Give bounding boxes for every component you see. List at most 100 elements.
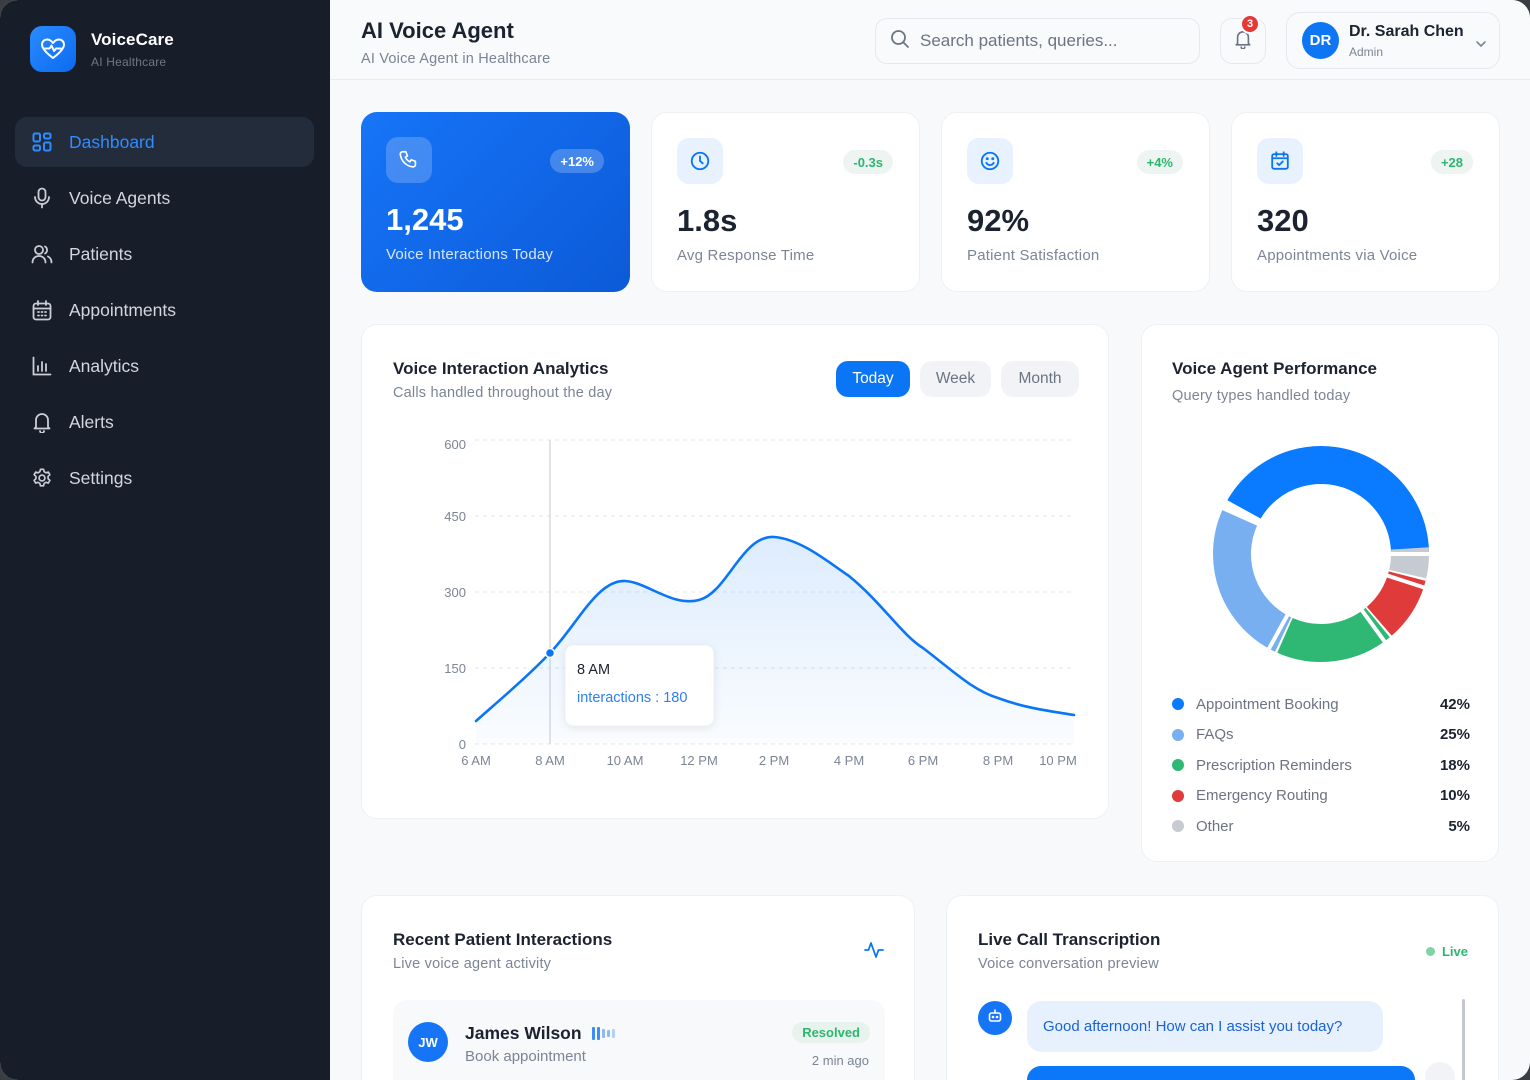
status-badge: Resolved (792, 1022, 870, 1043)
stat-card-response-time: -0.3s 1.8s Avg Response Time (651, 112, 920, 292)
users-icon (31, 243, 53, 265)
smile-icon (967, 138, 1013, 184)
area-chart[interactable]: 600 450 300 150 0 6 AM 8 AM 10 AM 12 PM … (362, 325, 1110, 820)
legend-dot-icon (1172, 698, 1184, 711)
user-menu[interactable]: DR Dr. Sarah Chen Admin (1286, 12, 1500, 69)
trend-badge: +4% (1136, 150, 1183, 174)
search-icon (890, 29, 910, 54)
card-title: Voice Interaction Analytics (393, 359, 609, 378)
sidebar-item-label: Voice Agents (69, 187, 171, 208)
tab-week[interactable]: Week (920, 361, 991, 397)
donut-chart[interactable] (1142, 325, 1500, 685)
sidebar-item-alerts[interactable]: Alerts (15, 397, 314, 447)
sidebar-item-patients[interactable]: Patients (15, 229, 314, 279)
tab-today[interactable]: Today (836, 361, 910, 397)
stat-value: 1.8s (677, 203, 738, 238)
stat-label: Patient Satisfaction (967, 247, 1100, 264)
svg-text:8 PM: 8 PM (983, 753, 1013, 768)
stat-card-satisfaction: +4% 92% Patient Satisfaction (941, 112, 1210, 292)
legend-item: Prescription Reminders 18% (1172, 750, 1470, 781)
interaction-list-item[interactable]: JW James Wilson Book appointment Resolve… (393, 1000, 885, 1080)
svg-text:12 PM: 12 PM (680, 753, 718, 768)
stat-value: 320 (1257, 203, 1309, 238)
voice-waveform-icon (592, 1027, 615, 1040)
microphone-icon (31, 187, 53, 209)
bot-avatar (978, 1001, 1012, 1035)
legend-item: Other 5% (1172, 811, 1470, 842)
topbar: AI Voice Agent AI Voice Agent in Healthc… (330, 0, 1530, 80)
sidebar-item-label: Appointments (69, 299, 177, 320)
donut-legend: Appointment Booking 42% FAQs 25% Prescri… (1172, 689, 1470, 842)
user-role: Admin (1349, 44, 1384, 59)
user-name: Dr. Sarah Chen (1349, 22, 1464, 40)
bell-icon (31, 411, 53, 433)
tooltip-label: 8 AM (577, 662, 610, 678)
card-subtitle: Live voice agent activity (393, 956, 552, 972)
live-status-badge: Live (1425, 944, 1468, 959)
gear-icon (31, 467, 53, 489)
slice-prescription-reminders (1213, 446, 1429, 662)
tooltip-value: interactions : 180 (577, 690, 687, 706)
line-series-interactions (474, 535, 1076, 723)
sidebar-item-analytics[interactable]: Analytics (15, 341, 314, 391)
search-input[interactable] (920, 31, 1180, 51)
card-subtitle: Calls handled throughout the day (393, 385, 613, 401)
search-box[interactable] (875, 18, 1200, 64)
tab-month[interactable]: Month (1001, 361, 1079, 397)
legend-item: Emergency Routing 10% (1172, 781, 1470, 812)
avatar: JW (408, 1022, 448, 1062)
trend-badge: +28 (1430, 150, 1473, 174)
sidebar-item-label: Alerts (69, 411, 114, 432)
timestamp: 2 min ago (811, 1053, 869, 1068)
phone-icon (386, 137, 432, 183)
bot-message-bubble: Good afternoon! How can I assist you tod… (1027, 1001, 1383, 1052)
card-subtitle: Voice conversation preview (978, 956, 1159, 972)
stat-value: 1,245 (386, 202, 464, 237)
data-point-8am (544, 647, 556, 659)
page-subtitle: AI Voice Agent in Healthcare (361, 51, 551, 67)
notification-count-badge: 3 (1240, 14, 1260, 34)
chevron-down-icon (1475, 35, 1487, 53)
stat-label: Avg Response Time (677, 247, 815, 264)
dashboard-grid-icon (31, 131, 53, 153)
stat-card-appointments: +28 320 Appointments via Voice (1231, 112, 1500, 292)
sidebar-item-label: Settings (69, 467, 133, 488)
sidebar-nav: Dashboard Voice Agents Patients Appointm… (15, 117, 314, 509)
activity-pulse-icon (864, 940, 884, 965)
live-dot-icon (1425, 947, 1435, 956)
sidebar-item-label: Analytics (69, 355, 140, 376)
transcript-scrollbar[interactable] (1462, 999, 1465, 1080)
trend-badge: +12% (550, 149, 604, 173)
y-tick: 450 (444, 509, 466, 524)
svg-text:6 AM: 6 AM (461, 753, 491, 768)
legend-dot-icon (1172, 759, 1184, 772)
card-subtitle: Query types handled today (1172, 388, 1351, 404)
patient-name: James Wilson (465, 1023, 582, 1043)
y-tick: 150 (444, 661, 466, 676)
legend-item: FAQs 25% (1172, 720, 1470, 751)
card-title: Recent Patient Interactions (393, 930, 613, 949)
sidebar-item-voice-agents[interactable]: Voice Agents (15, 173, 314, 223)
slice-faqs (1213, 446, 1429, 662)
legend-item: Appointment Booking 42% (1172, 689, 1470, 720)
avatar: DR (1302, 22, 1339, 59)
card-title: Live Call Transcription (978, 930, 1161, 949)
sidebar-item-appointments[interactable]: Appointments (15, 285, 314, 335)
brand[interactable]: VoiceCare AI Healthcare (30, 26, 174, 72)
svg-text:10 AM: 10 AM (607, 753, 644, 768)
sidebar-item-dashboard[interactable]: Dashboard (15, 117, 314, 167)
svg-text:10 PM: 10 PM (1039, 753, 1077, 768)
legend-dot-icon (1172, 789, 1184, 802)
legend-dot-icon (1172, 728, 1184, 741)
recent-interactions-card: Recent Patient Interactions Live voice a… (361, 895, 915, 1080)
trend-badge: -0.3s (843, 150, 893, 174)
sidebar: VoiceCare AI Healthcare Dashboard Voice … (0, 0, 330, 1080)
interaction-description: Book appointment (465, 1048, 586, 1065)
voice-analytics-card: Voice Interaction Analytics Calls handle… (361, 324, 1109, 819)
y-tick: 0 (459, 737, 466, 752)
y-axis-ticks: 600 450 300 150 0 (444, 437, 466, 752)
svg-text:4 PM: 4 PM (834, 753, 864, 768)
sidebar-item-settings[interactable]: Settings (15, 453, 314, 503)
chart-tooltip (564, 644, 715, 727)
